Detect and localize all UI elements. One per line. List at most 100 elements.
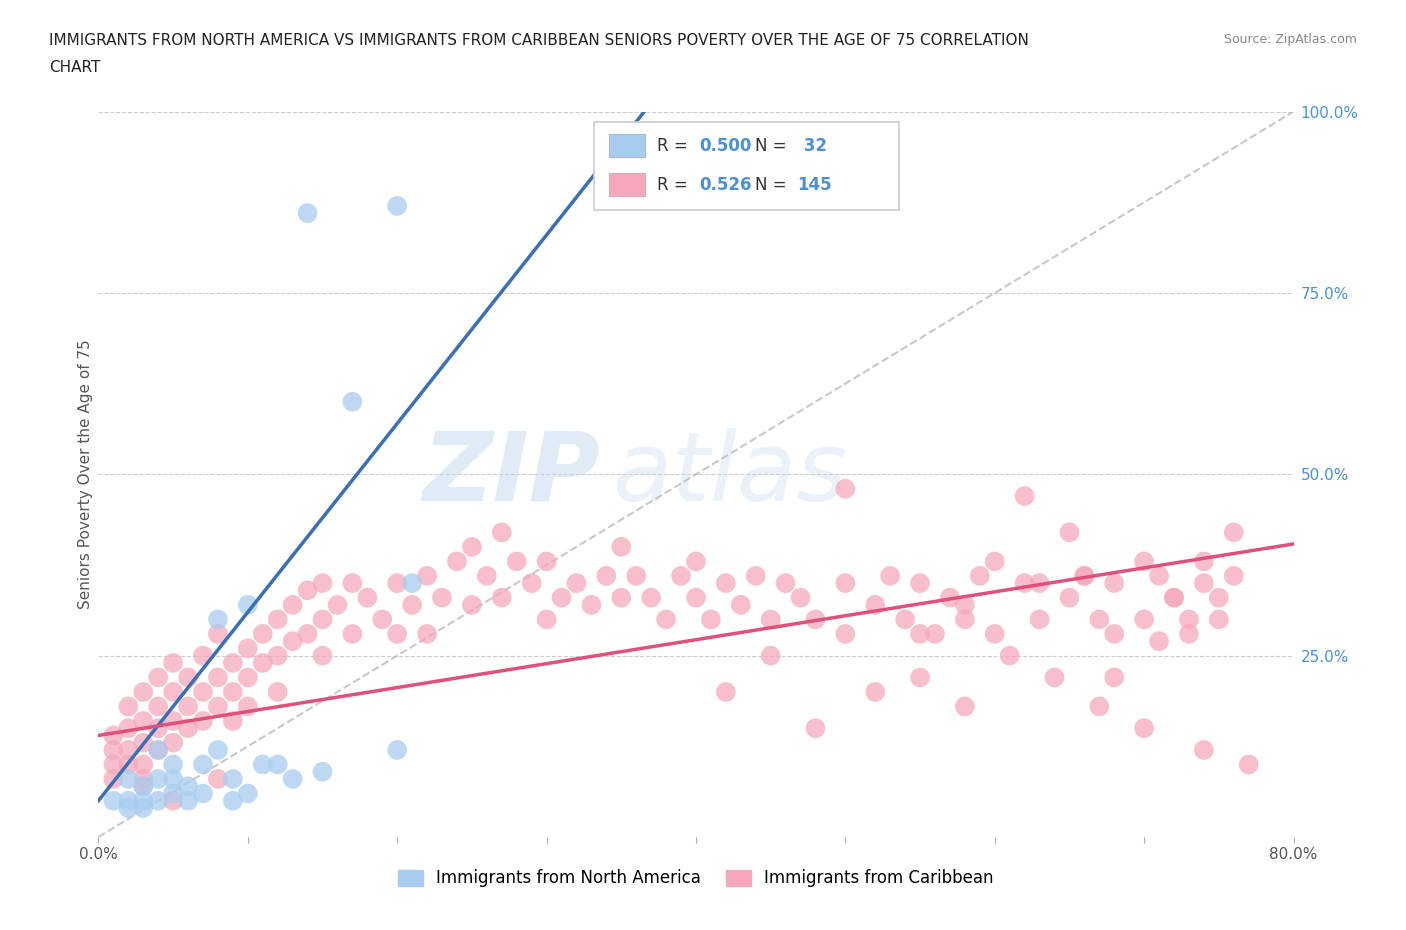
Point xyxy=(1192,576,1215,591)
Point xyxy=(191,648,214,663)
Point xyxy=(1163,591,1185,605)
Point xyxy=(132,793,155,808)
Point xyxy=(148,670,170,684)
Point xyxy=(148,699,170,714)
Point xyxy=(281,633,304,648)
Point xyxy=(924,627,946,642)
Point xyxy=(191,786,214,801)
Point xyxy=(536,554,558,569)
Point xyxy=(132,684,155,699)
Point xyxy=(177,699,200,714)
Point xyxy=(236,641,259,656)
Text: N =: N = xyxy=(755,137,792,154)
Point xyxy=(834,576,856,591)
Point xyxy=(207,627,229,642)
Point xyxy=(640,591,662,605)
Point xyxy=(953,699,976,714)
Point xyxy=(804,612,827,627)
Point xyxy=(1178,612,1201,627)
Point xyxy=(789,591,811,605)
Point xyxy=(461,597,484,612)
Point xyxy=(1028,612,1050,627)
Y-axis label: Seniors Poverty Over the Age of 75: Seniors Poverty Over the Age of 75 xyxy=(77,339,93,609)
Point xyxy=(117,793,139,808)
Point xyxy=(103,757,125,772)
Point xyxy=(953,597,976,612)
Point xyxy=(267,648,290,663)
Point xyxy=(416,568,439,583)
Point xyxy=(1088,612,1111,627)
Point xyxy=(1208,591,1230,605)
Point xyxy=(177,721,200,736)
Point xyxy=(908,670,931,684)
Point xyxy=(117,801,139,816)
Point xyxy=(730,597,752,612)
Point xyxy=(356,591,378,605)
Point xyxy=(236,597,259,612)
Point xyxy=(297,627,319,642)
Point xyxy=(162,793,184,808)
Point xyxy=(342,394,364,409)
Point xyxy=(222,772,245,787)
Point xyxy=(1014,488,1036,503)
Point xyxy=(162,684,184,699)
Point xyxy=(775,576,797,591)
Point xyxy=(148,742,170,757)
Point xyxy=(1059,525,1081,539)
Point xyxy=(252,757,274,772)
Point xyxy=(132,757,155,772)
Point xyxy=(550,591,572,605)
Point xyxy=(207,670,229,684)
Text: CHART: CHART xyxy=(49,60,101,75)
Point xyxy=(207,612,229,627)
Point xyxy=(342,576,364,591)
Point xyxy=(148,772,170,787)
Point xyxy=(222,713,245,728)
Point xyxy=(132,801,155,816)
Point xyxy=(401,597,423,612)
Point xyxy=(132,736,155,751)
Point xyxy=(1192,742,1215,757)
Point xyxy=(236,699,259,714)
Point xyxy=(565,576,588,591)
Point xyxy=(132,778,155,793)
Point xyxy=(281,772,304,787)
Point xyxy=(117,757,139,772)
Point xyxy=(908,627,931,642)
Point xyxy=(162,656,184,671)
Point xyxy=(267,757,290,772)
Text: 32: 32 xyxy=(797,137,827,154)
Point xyxy=(371,612,394,627)
Point xyxy=(236,786,259,801)
Point xyxy=(1104,670,1126,684)
Point xyxy=(191,713,214,728)
Point xyxy=(685,591,707,605)
Text: 0.500: 0.500 xyxy=(700,137,752,154)
Point xyxy=(626,568,648,583)
Point xyxy=(610,539,633,554)
Point xyxy=(1223,568,1246,583)
Text: IMMIGRANTS FROM NORTH AMERICA VS IMMIGRANTS FROM CARIBBEAN SENIORS POVERTY OVER : IMMIGRANTS FROM NORTH AMERICA VS IMMIGRA… xyxy=(49,33,1029,47)
Point xyxy=(103,793,125,808)
Point xyxy=(1192,554,1215,569)
Point xyxy=(879,568,901,583)
Text: ZIP: ZIP xyxy=(422,428,600,521)
Point xyxy=(939,591,962,605)
Point xyxy=(385,198,409,213)
Text: 0.526: 0.526 xyxy=(700,176,752,193)
Point xyxy=(222,793,245,808)
Point xyxy=(595,568,617,583)
Point xyxy=(984,627,1007,642)
Point xyxy=(430,591,453,605)
Point xyxy=(685,554,707,569)
Point xyxy=(148,742,170,757)
Point xyxy=(416,627,439,642)
Point xyxy=(610,591,633,605)
Point xyxy=(520,576,543,591)
Point xyxy=(1088,699,1111,714)
Point xyxy=(759,612,782,627)
FancyBboxPatch shape xyxy=(609,173,644,196)
FancyBboxPatch shape xyxy=(595,123,900,209)
Text: 145: 145 xyxy=(797,176,832,193)
Point xyxy=(953,612,976,627)
